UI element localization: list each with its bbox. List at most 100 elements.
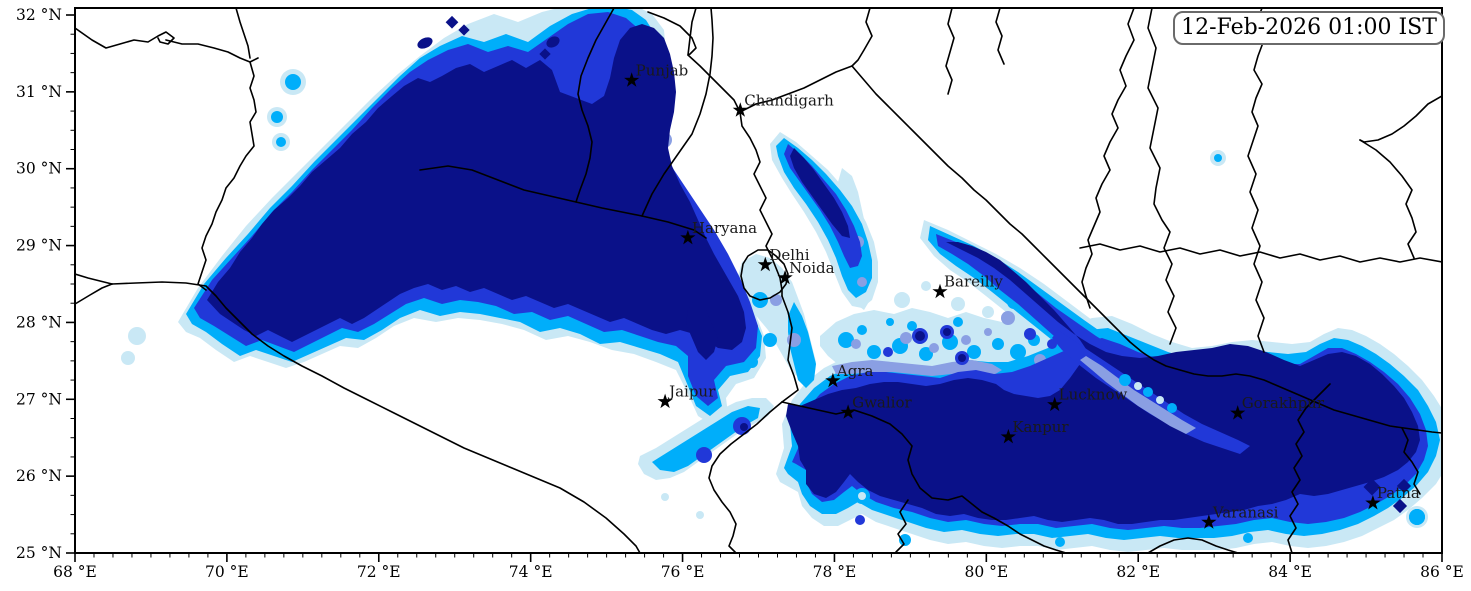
boundary-line <box>75 283 113 305</box>
fog-streak-delhi-level3 <box>788 302 816 388</box>
x-tick-label: 84 °E <box>1268 563 1312 581</box>
city-marker-star-icon <box>1365 495 1381 510</box>
fog-patch-level2 <box>770 294 782 306</box>
fog-level-5-group <box>207 15 1420 524</box>
boundary-line <box>739 65 853 113</box>
timestamp-box: 12-Feb-2026 01:00 IST <box>1173 11 1445 45</box>
fog-patch-level2 <box>984 328 992 336</box>
y-axis-ticks: 25 °N 26 °N 27 °N 28 °N 29 °N 30 °N 31 °N 32 °N <box>16 6 75 562</box>
boundary-line <box>1401 427 1421 495</box>
y-tick-label: 26 °N <box>16 467 62 485</box>
fog-patch-level2 <box>900 332 912 344</box>
boundary-line <box>111 281 641 553</box>
fog-inner-patch-level3 <box>1143 387 1153 397</box>
x-tick-label: 74 °E <box>509 563 553 581</box>
city-punjab: Punjab <box>624 61 689 87</box>
city-noida: Noida <box>777 259 835 285</box>
boundary-line <box>165 39 259 63</box>
boundary-line <box>235 8 251 59</box>
city-label: Varanasi <box>1212 503 1279 521</box>
city-label: Agra <box>836 362 874 380</box>
fog-contour-layers <box>121 8 1442 552</box>
fog-patch-level3 <box>857 325 867 335</box>
fog-patch-level3 <box>907 321 917 331</box>
state-boundaries <box>75 8 1442 553</box>
x-tick-label: 82 °E <box>1116 563 1160 581</box>
boundary-line <box>1359 95 1442 143</box>
x-tick-label: 76 °E <box>661 563 705 581</box>
fog-patch-level3 <box>1010 344 1026 360</box>
city-marker-star-icon <box>840 404 856 419</box>
boundary-line <box>1287 383 1331 553</box>
fog-patch-level3 <box>1214 154 1222 162</box>
city-chandigarh: Chandigarh <box>732 91 834 117</box>
city-gwalior: Gwalior <box>840 393 913 419</box>
city-agra: Agra <box>825 362 874 388</box>
city-label: Kanpur <box>1012 418 1069 436</box>
city-jaipur: Jaipur <box>657 383 716 409</box>
fog-patch-level3 <box>899 534 911 546</box>
y-tick-label: 29 °N <box>16 237 62 255</box>
city-lucknow: Lucknow <box>1047 386 1128 412</box>
fog-patch-level3 <box>867 345 881 359</box>
boundary-line <box>641 8 714 217</box>
fog-patch-level1 <box>894 292 910 308</box>
city-marker-star-icon <box>732 102 748 117</box>
fog-dot-level5 <box>417 37 433 49</box>
boundary-line <box>851 8 873 67</box>
y-tick-label: 31 °N <box>16 83 62 101</box>
boundary-line <box>687 8 783 297</box>
city-varanasi: Varanasi <box>1201 503 1279 529</box>
fog-inner-patch-level1 <box>1134 382 1142 390</box>
fog-inner-patch-level1 <box>1156 396 1164 404</box>
fog-dot-level5 <box>943 328 951 336</box>
city-label: Gwalior <box>852 393 912 411</box>
city-label: Lucknow <box>1059 386 1128 404</box>
city-bareilly: Bareilly <box>932 273 1003 299</box>
city-patna: Patna <box>1365 484 1420 510</box>
timestamp-text: 12-Feb-2026 01:00 IST <box>1181 15 1437 40</box>
x-tick-label: 78 °E <box>813 563 857 581</box>
fog-dot-level5 <box>1396 478 1412 494</box>
city-label: Jaipur <box>667 383 716 401</box>
city-label: Bareilly <box>944 273 1003 291</box>
fog-patch-level3 <box>763 333 777 347</box>
fog-patch-level4 <box>883 347 893 357</box>
fog-inner-streak-level2 <box>1080 356 1196 434</box>
fog-patch-level1 <box>951 297 965 311</box>
fog-dot-level5 <box>915 331 925 341</box>
boundary-line <box>1147 537 1239 553</box>
fog-tail-haryana-level5 <box>686 300 718 360</box>
fog-patch-level2 <box>1001 311 1015 325</box>
y-tick-label: 30 °N <box>16 160 62 178</box>
fog-patch-level3 <box>746 356 758 368</box>
x-tick-label: 68 °E <box>53 563 97 581</box>
fog-dot-level5 <box>546 36 560 48</box>
boundary-line <box>945 8 955 95</box>
fog-patch-level4 <box>1024 328 1036 340</box>
fog-patch-level3 <box>967 345 981 359</box>
boundary-line <box>781 295 799 403</box>
fog-patch-level1 <box>128 327 146 345</box>
fog-region-northwest-level5 <box>207 24 746 350</box>
fog-patch-level3 <box>953 317 963 327</box>
city-label: Delhi <box>769 246 809 264</box>
fog-dot-level5 <box>1392 498 1408 514</box>
fog-patch-level1 <box>121 351 135 365</box>
y-tick-label: 27 °N <box>16 390 62 408</box>
fog-patch-level1 <box>921 281 931 291</box>
city-label: Punjab <box>636 61 689 79</box>
city-marker-star-icon <box>1047 396 1063 412</box>
x-tick-label: 80 °E <box>964 563 1008 581</box>
fog-streak-jaipur-level3 <box>652 406 760 472</box>
city-marker-star-icon <box>624 72 640 87</box>
fog-dot-level5 <box>445 15 459 29</box>
boundary-line <box>1147 8 1177 345</box>
city-marker-star-icon <box>680 229 696 245</box>
fog-patch-level1 <box>982 306 994 318</box>
fog-dot-level5 <box>740 423 748 431</box>
fog-inner-patch-level3 <box>1167 403 1177 413</box>
city-label: Noida <box>789 259 835 277</box>
boundary-line-delhi <box>740 249 789 301</box>
